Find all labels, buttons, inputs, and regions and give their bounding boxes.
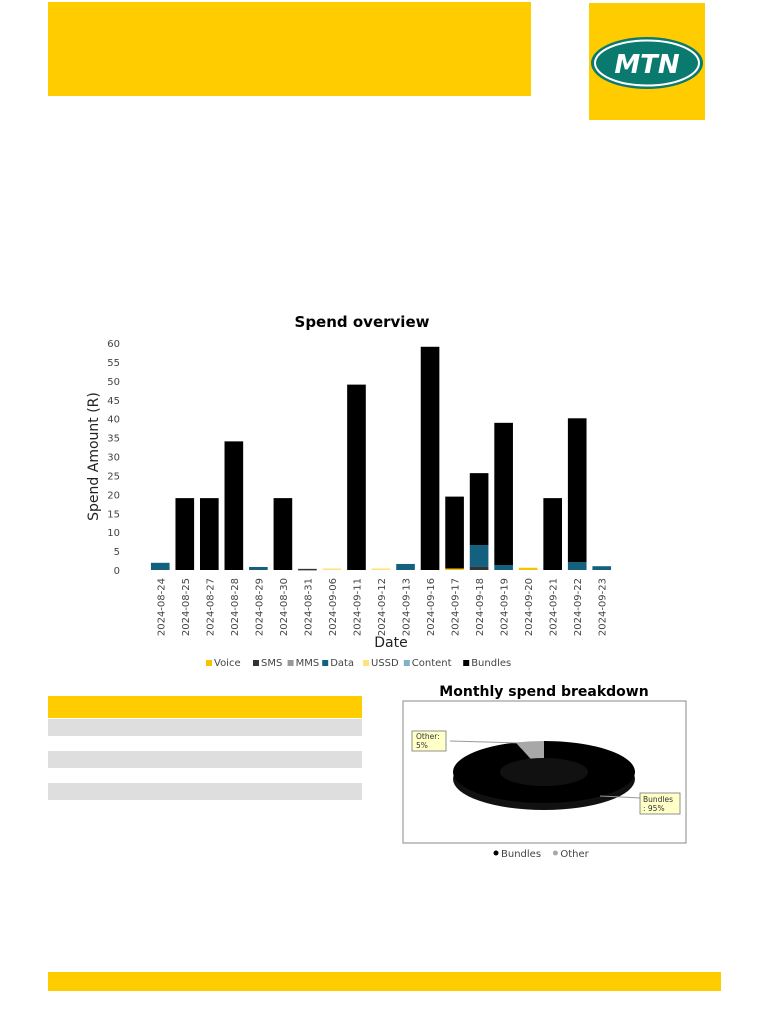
bar-segment-data [396,563,415,570]
x-tick-label: 2024-09-06 [328,578,339,636]
bar-segment-ussd [371,568,391,570]
x-tick-label: 2024-08-30 [279,578,290,636]
x-tick-label: 2024-09-23 [598,578,609,636]
legend-label: Bundles [501,849,541,860]
x-tick-label: 2024-09-22 [573,578,584,636]
header-band [48,2,531,96]
slice-label-other-pct: 5% [416,741,428,750]
y-tick-label: 35 [107,434,120,445]
bar-segment-bundles [420,346,440,570]
table-row [48,751,362,768]
legend-swatch [463,660,470,666]
x-tick-label: 2024-09-13 [402,578,413,636]
y-tick-label: 60 [107,339,120,350]
bar-segment-bundles [199,498,219,570]
bar-segment-bundles [224,441,244,570]
x-tick-label: 2024-09-20 [524,578,535,636]
x-tick-label: 2024-09-17 [451,578,462,636]
x-tick-label: 2024-08-27 [205,578,216,636]
y-tick-label: 0 [114,566,120,577]
x-tick-label: 2024-08-31 [303,578,314,636]
label-leader-line [449,740,521,744]
logo-text: MTN [614,50,680,80]
y-tick-label: 25 [107,471,120,482]
x-tick-label: 2024-08-24 [156,578,167,636]
table-header [48,696,362,718]
mtn-logo: MTN [589,3,705,120]
x-tick-label: 2024-09-18 [475,578,486,636]
y-tick-label: 45 [107,396,120,407]
bar-segment-sms [469,566,489,570]
bar-segment-bundles [273,498,293,570]
slice-label-box [639,792,681,815]
x-tick-label: 2024-09-21 [549,578,560,636]
bar-segment-bundles [175,498,195,570]
legend-label: SMS [261,658,282,669]
legend-swatch [253,660,259,666]
x-tick-label: 2024-09-11 [352,578,363,636]
slice-label-other: Other: [416,732,440,741]
x-tick-label: 2024-08-28 [230,578,241,636]
donut-slice-other [515,741,544,759]
donut-chart-title: Monthly spend breakdown [439,684,648,700]
legend-label: Content [412,658,452,669]
legend-label: USSD [371,658,399,669]
bar-segment-bundles [445,496,464,569]
legend-swatch [403,660,410,666]
spend-chart-title: Spend overview [295,313,430,331]
legend-swatch [493,850,499,856]
x-tick-label: 2024-08-29 [254,578,265,636]
bar-segment-voice [518,567,538,570]
monthly-spend-chart: Monthly spend breakdown Other: 5% Bundles: … [400,680,695,865]
bar-segment-data [249,566,268,570]
x-tick-label: 2024-08-25 [181,578,192,636]
legend-label: MMS [296,658,320,669]
x-tick-label: 2024-09-16 [426,578,437,636]
bar-segment-data [469,545,489,567]
bar-segment-data [567,562,587,570]
legend-label: Data [330,658,354,669]
legend-swatch [287,660,294,666]
y-tick-label: 55 [107,358,120,369]
y-axis-label: Spend Amount (R) [86,392,102,521]
x-tick-label: 2024-09-19 [500,578,511,636]
bar-segment-data [494,565,513,570]
spend-overview-chart: Spend overview 0 5 10 15 20 25 30 35 40 45 50 55 60 Sp… [78,308,638,673]
y-tick-label: 30 [107,453,120,464]
bar-segment-bundles [543,498,563,570]
bar-segment-ussd [322,568,342,570]
bar-segment-data [150,562,170,570]
legend-swatch [322,660,329,666]
y-tick-label: 20 [107,490,120,501]
footer-band [48,972,721,991]
y-tick-label: 15 [107,509,120,520]
table-row [48,719,362,736]
bar-segment-bundles [469,473,489,546]
bar-segment-bundles [347,384,366,570]
legend-label: Voice [214,658,241,669]
legend-swatch [552,850,558,856]
x-axis-label: Date [374,635,407,651]
bar-segment-bundles [494,422,513,566]
legend-swatch [363,660,369,666]
label-leader-line [599,795,641,799]
bar-segment-data [592,566,612,570]
donut-slice-bundles [452,741,635,803]
y-tick-label: 50 [107,377,120,388]
y-tick-label: 40 [107,415,120,426]
x-tick-label: 2024-09-12 [377,578,388,636]
legend-label: Bundles [471,658,511,669]
bar-segment-bundles [567,418,587,563]
slice-label-box [411,730,447,752]
y-tick-label: 5 [114,547,120,558]
bar-segment-sms [298,568,317,571]
slice-label-bundles-pct: : 95% [643,804,665,813]
slice-label-bundles: Bundles [643,795,673,804]
legend-label: Other [560,849,589,860]
table-row [48,783,362,800]
bar-segment-voice [445,568,464,570]
legend-swatch [206,660,212,666]
y-tick-label: 10 [107,528,120,539]
